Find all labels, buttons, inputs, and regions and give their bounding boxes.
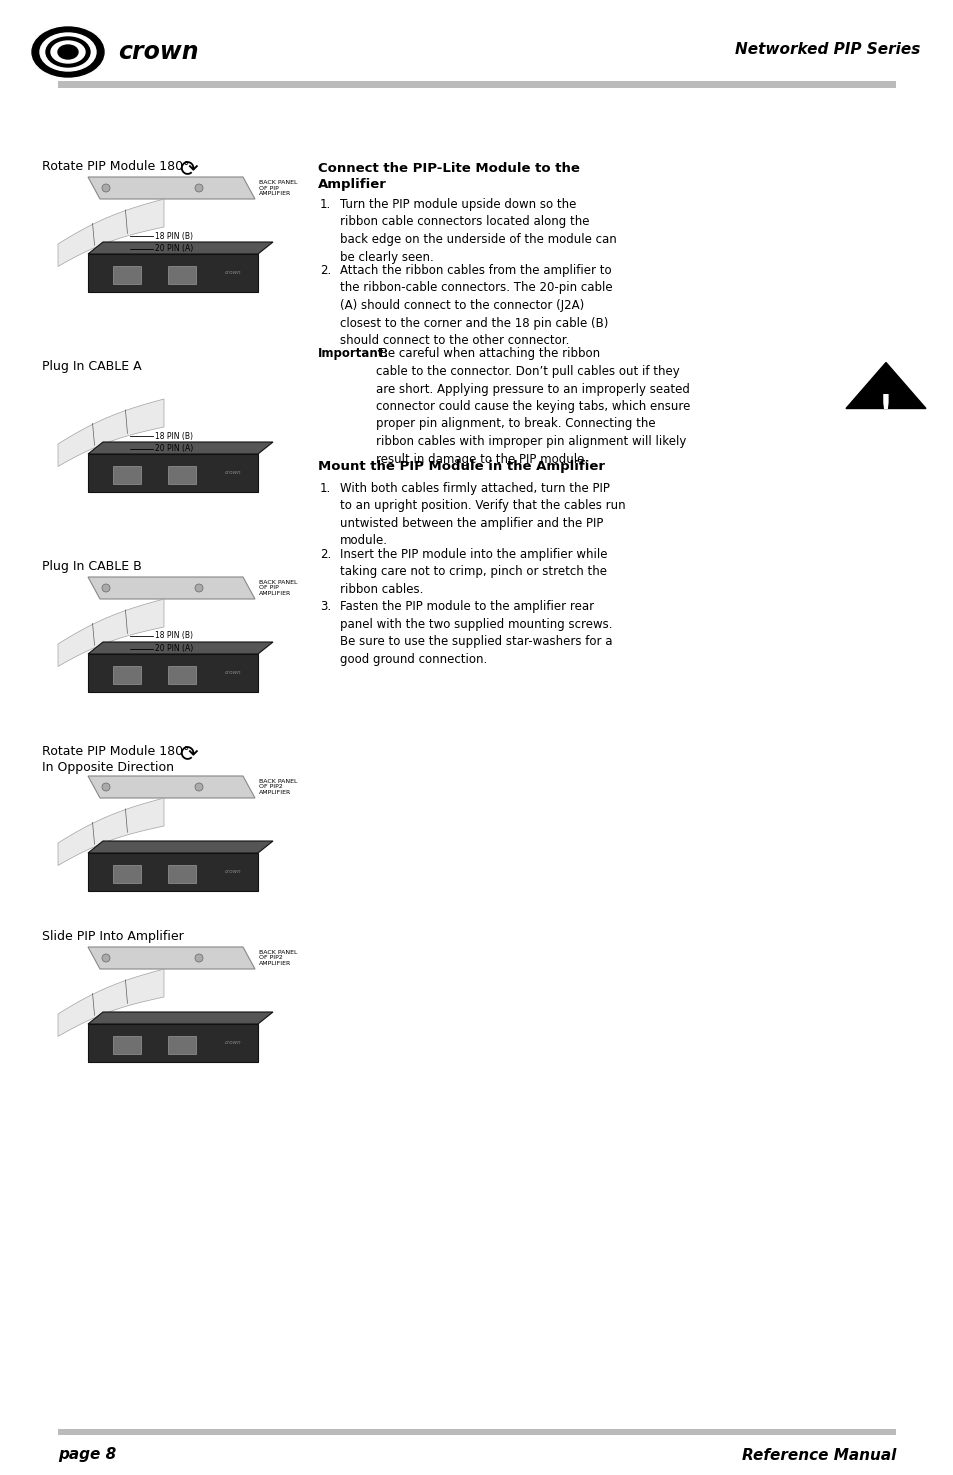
Text: 18 PIN (B): 18 PIN (B) — [154, 432, 193, 441]
Text: Amplifier: Amplifier — [317, 178, 387, 190]
FancyBboxPatch shape — [168, 866, 195, 884]
FancyBboxPatch shape — [112, 466, 141, 484]
Text: crown: crown — [225, 270, 241, 276]
Polygon shape — [88, 947, 254, 969]
FancyBboxPatch shape — [112, 667, 141, 684]
Ellipse shape — [194, 184, 203, 192]
Text: 18 PIN (B): 18 PIN (B) — [154, 631, 193, 640]
Text: Rotate PIP Module 180°: Rotate PIP Module 180° — [42, 159, 190, 173]
Polygon shape — [58, 969, 164, 1037]
Text: Turn the PIP module upside down so the
ribbon cable connectors located along the: Turn the PIP module upside down so the r… — [339, 198, 616, 264]
Polygon shape — [88, 1024, 257, 1062]
Polygon shape — [88, 242, 273, 254]
Polygon shape — [88, 642, 273, 653]
Polygon shape — [88, 776, 254, 798]
Text: Fasten the PIP module to the amplifier rear
panel with the two supplied mounting: Fasten the PIP module to the amplifier r… — [339, 600, 612, 667]
Text: Networked PIP Series: Networked PIP Series — [734, 43, 919, 58]
FancyBboxPatch shape — [168, 667, 195, 684]
Polygon shape — [88, 1012, 273, 1024]
Text: 2.: 2. — [319, 549, 331, 560]
Ellipse shape — [102, 184, 110, 192]
Polygon shape — [58, 199, 164, 267]
Text: crown: crown — [225, 869, 241, 875]
Bar — [58, 81, 895, 88]
FancyBboxPatch shape — [112, 866, 141, 884]
Polygon shape — [88, 254, 257, 292]
Text: ⟳: ⟳ — [178, 745, 197, 766]
Polygon shape — [88, 853, 257, 891]
Ellipse shape — [40, 32, 96, 71]
Text: 20 PIN (A): 20 PIN (A) — [154, 645, 193, 653]
Text: 20 PIN (A): 20 PIN (A) — [154, 245, 193, 254]
Text: 1.: 1. — [319, 198, 331, 211]
Text: 3.: 3. — [319, 600, 331, 614]
Text: Rotate PIP Module 180°
In Opposite Direction: Rotate PIP Module 180° In Opposite Direc… — [42, 745, 190, 774]
Text: With both cables firmly attached, turn the PIP
to an upright position. Verify th: With both cables firmly attached, turn t… — [339, 482, 625, 547]
Text: page 8: page 8 — [58, 1447, 116, 1463]
FancyBboxPatch shape — [112, 267, 141, 285]
Text: Attach the ribbon cables from the amplifier to
the ribbon-cable connectors. The : Attach the ribbon cables from the amplif… — [339, 264, 612, 347]
Text: crown: crown — [118, 40, 198, 63]
Polygon shape — [88, 454, 257, 493]
FancyBboxPatch shape — [168, 267, 195, 285]
Text: 18 PIN (B): 18 PIN (B) — [154, 232, 193, 240]
FancyBboxPatch shape — [112, 1037, 141, 1055]
Polygon shape — [88, 177, 254, 199]
Polygon shape — [88, 841, 273, 853]
Text: Slide PIP Into Amplifier: Slide PIP Into Amplifier — [42, 931, 184, 943]
FancyBboxPatch shape — [168, 1037, 195, 1055]
Ellipse shape — [194, 783, 203, 791]
Text: BACK PANEL
OF PIP
AMPLIFIER: BACK PANEL OF PIP AMPLIFIER — [258, 180, 297, 196]
Text: Mount the PIP Module in the Amplifier: Mount the PIP Module in the Amplifier — [317, 460, 604, 473]
Polygon shape — [845, 363, 925, 409]
Text: Plug In CABLE B: Plug In CABLE B — [42, 560, 142, 572]
Ellipse shape — [46, 37, 90, 66]
Text: BACK PANEL
OF PIP
AMPLIFIER: BACK PANEL OF PIP AMPLIFIER — [258, 580, 297, 596]
FancyBboxPatch shape — [168, 466, 195, 484]
Text: Connect the PIP-Lite Module to the: Connect the PIP-Lite Module to the — [317, 162, 579, 176]
Ellipse shape — [51, 41, 85, 63]
Polygon shape — [88, 442, 273, 454]
Bar — [58, 1429, 895, 1435]
Text: crown: crown — [225, 471, 241, 475]
Text: crown: crown — [225, 1040, 241, 1046]
Text: Important:: Important: — [317, 348, 389, 360]
Polygon shape — [88, 577, 254, 599]
Text: BACK PANEL
OF PIP2
AMPLIFIER: BACK PANEL OF PIP2 AMPLIFIER — [258, 779, 297, 795]
Text: 20 PIN (A): 20 PIN (A) — [154, 444, 193, 453]
Ellipse shape — [58, 46, 78, 59]
Text: !: ! — [878, 392, 892, 422]
Text: Plug In CABLE A: Plug In CABLE A — [42, 360, 141, 373]
Ellipse shape — [102, 584, 110, 591]
Text: Insert the PIP module into the amplifier while
taking care not to crimp, pinch o: Insert the PIP module into the amplifier… — [339, 549, 607, 596]
Ellipse shape — [102, 954, 110, 962]
Text: Reference Manual: Reference Manual — [740, 1447, 895, 1463]
Text: ⟳: ⟳ — [178, 159, 197, 180]
Polygon shape — [58, 400, 164, 466]
Ellipse shape — [102, 783, 110, 791]
Ellipse shape — [32, 27, 104, 77]
Text: 2.: 2. — [319, 264, 331, 277]
Polygon shape — [88, 653, 257, 692]
Text: Be careful when attaching the ribbon
cable to the connector. Don’t pull cables o: Be careful when attaching the ribbon cab… — [375, 348, 690, 466]
Polygon shape — [58, 798, 164, 866]
Text: BACK PANEL
OF PIP2
AMPLIFIER: BACK PANEL OF PIP2 AMPLIFIER — [258, 950, 297, 966]
Ellipse shape — [194, 954, 203, 962]
Polygon shape — [58, 599, 164, 667]
Ellipse shape — [194, 584, 203, 591]
Text: 1.: 1. — [319, 482, 331, 496]
Text: crown: crown — [225, 671, 241, 676]
